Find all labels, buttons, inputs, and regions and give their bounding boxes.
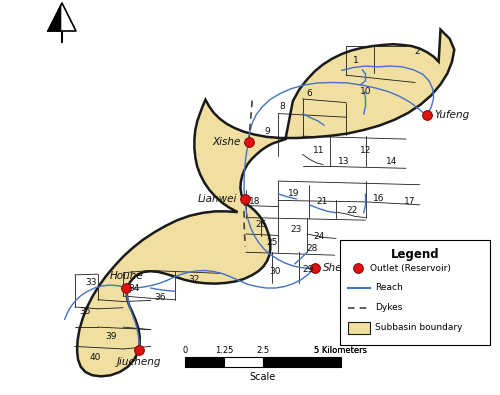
Text: 1: 1	[352, 56, 358, 65]
Text: 0: 0	[182, 346, 188, 355]
Bar	[348, 322, 370, 334]
Text: Outlet (Reservoir): Outlet (Reservoir)	[370, 263, 451, 273]
Text: 12: 12	[360, 146, 371, 155]
Bar	[185, 357, 224, 367]
Text: 32: 32	[188, 275, 200, 284]
Text: 11: 11	[313, 145, 324, 154]
Text: Legend: Legend	[390, 248, 440, 261]
Text: 25: 25	[266, 237, 278, 246]
Text: 5 Kilometers: 5 Kilometers	[314, 346, 368, 355]
Text: 36: 36	[154, 293, 166, 303]
Text: 6: 6	[306, 89, 312, 98]
Text: Yufeng: Yufeng	[434, 110, 470, 120]
Text: 19: 19	[288, 189, 300, 198]
Polygon shape	[62, 3, 76, 31]
Text: 34: 34	[128, 284, 140, 293]
Text: Jiucheng: Jiucheng	[117, 357, 162, 367]
Text: Reach: Reach	[375, 284, 403, 293]
Text: Houhe: Houhe	[110, 271, 143, 281]
Text: 22: 22	[346, 206, 358, 215]
Text: 29: 29	[302, 265, 313, 274]
Text: 23: 23	[290, 225, 302, 234]
Text: 13: 13	[338, 157, 349, 166]
Text: 28: 28	[306, 244, 318, 253]
Text: 8: 8	[279, 102, 284, 111]
Text: 33: 33	[85, 278, 96, 287]
Text: Lianwei: Lianwei	[198, 194, 237, 204]
Text: 2: 2	[414, 47, 420, 56]
Text: Shengli: Shengli	[323, 263, 362, 273]
Text: 30: 30	[269, 267, 280, 276]
Bar	[340, 240, 490, 345]
Text: 39: 39	[105, 333, 117, 341]
Text: Subbasin boundary: Subbasin boundary	[375, 324, 462, 333]
Polygon shape	[48, 3, 62, 31]
Text: Dykes: Dykes	[375, 303, 402, 312]
Text: 26: 26	[255, 220, 266, 229]
Polygon shape	[77, 30, 454, 376]
Text: 40: 40	[90, 353, 101, 362]
Bar	[224, 357, 263, 367]
Text: 17: 17	[404, 198, 415, 206]
Text: 1.25: 1.25	[215, 346, 233, 355]
Text: 35: 35	[79, 307, 90, 316]
Text: 9: 9	[264, 127, 270, 136]
Text: Scale: Scale	[250, 372, 276, 382]
Text: 10: 10	[360, 87, 372, 96]
Text: 16: 16	[372, 194, 384, 203]
Text: 2.5: 2.5	[256, 346, 270, 355]
Text: 24: 24	[313, 232, 324, 241]
Text: 21: 21	[316, 198, 328, 206]
Text: 5 Kilometers: 5 Kilometers	[314, 346, 368, 355]
Text: 14: 14	[386, 157, 397, 166]
Bar	[263, 357, 341, 367]
Text: Xishe: Xishe	[212, 137, 240, 147]
Text: 18: 18	[250, 198, 261, 206]
